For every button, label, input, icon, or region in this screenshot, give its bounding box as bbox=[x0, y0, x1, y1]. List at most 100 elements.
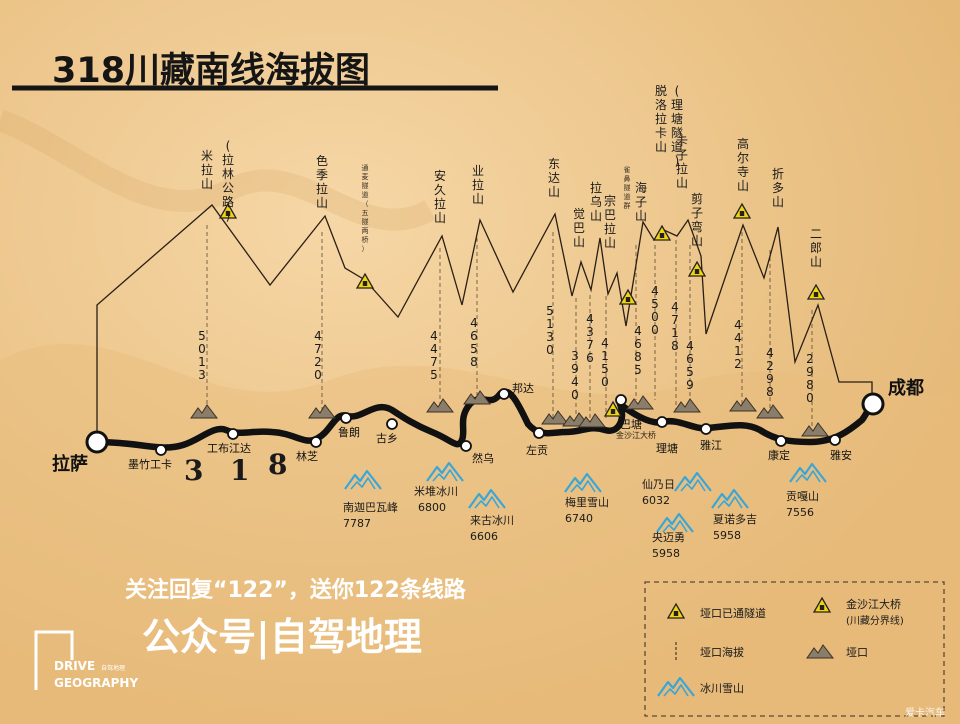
pass-altitude-char: 1 bbox=[546, 317, 554, 331]
pass-altitude-char: 4 bbox=[586, 312, 594, 326]
pass-altitude-char: 4 bbox=[470, 316, 478, 330]
city-yaan: 雅安 bbox=[829, 434, 852, 462]
pass-altitude-char: 0 bbox=[651, 310, 659, 324]
page-title: 318川藏南线海拔图 bbox=[52, 51, 370, 91]
pass-sub-char: ) bbox=[226, 209, 231, 223]
pass-altitude-char: 0 bbox=[601, 375, 609, 389]
city-kangding: 康定 bbox=[768, 435, 790, 462]
pass-altitude-char: 7 bbox=[586, 338, 594, 352]
city-gongbu: 工布江达 bbox=[207, 428, 251, 455]
pass-altitude-char: 4 bbox=[601, 336, 609, 350]
snow-peak: 夏诺多吉 5958 bbox=[710, 488, 757, 542]
city-dot bbox=[700, 423, 712, 435]
snow-peak-name: 米堆冰川 bbox=[414, 485, 458, 498]
pass-name-char: 鼻 bbox=[624, 174, 631, 183]
pass-sub-char: 隧 bbox=[671, 125, 683, 140]
pass-altitude-char: 8 bbox=[470, 355, 478, 369]
city-label: 成都 bbox=[888, 377, 924, 399]
pass-name-char: 业 bbox=[472, 164, 484, 178]
city-linzhi: 林芝 bbox=[296, 436, 322, 463]
city-dot bbox=[533, 427, 545, 439]
pass-name-char: 乌 bbox=[590, 194, 602, 209]
brand-logo: DRIVE 自驾地理 GEOGRAPHY bbox=[34, 630, 138, 690]
pass-name-char: 巴 bbox=[604, 208, 616, 222]
city-lulang: 鲁朗 bbox=[338, 412, 360, 439]
pass-altitude-char: 5 bbox=[634, 363, 642, 377]
pass-altitude-char: 4 bbox=[686, 339, 694, 353]
pass-altitude-char: 6 bbox=[470, 329, 478, 343]
pass-altitude-char: 1 bbox=[734, 344, 742, 358]
pass-altitude-char: 8 bbox=[671, 339, 679, 353]
pass-name-char: 麦 bbox=[362, 172, 369, 181]
pass-sub-char: ) bbox=[675, 154, 680, 168]
pass-name-char: 剪 bbox=[691, 191, 703, 206]
pass-name-char: 海 bbox=[635, 180, 647, 195]
pass-altitude-char: 0 bbox=[546, 343, 554, 357]
city-label: 左贡 bbox=[526, 444, 548, 457]
pass-altitude-char: 9 bbox=[766, 372, 774, 386]
city-yajiang: 雅江 bbox=[700, 423, 722, 452]
promo-line-1: 关注回复“122”，送你122条线路 bbox=[125, 577, 467, 603]
pass-name-char: 色 bbox=[316, 154, 328, 168]
snow-peak: 米堆冰川 6800 bbox=[414, 461, 465, 514]
pass-name-char: 山 bbox=[590, 209, 602, 223]
city-guxiang: 古乡 bbox=[376, 418, 398, 445]
pass-name: 折多山 bbox=[772, 166, 784, 209]
city-label: 康定 bbox=[768, 448, 790, 462]
pass-altitude-char: 4 bbox=[734, 318, 742, 332]
legend-bridge-sub: (川藏分界线) bbox=[846, 614, 904, 627]
pass-name-char: 觉 bbox=[573, 207, 585, 221]
pass-name-char: 通 bbox=[362, 163, 369, 172]
pass-sub-char: 塘 bbox=[671, 111, 683, 126]
pass-name-char: 隧 bbox=[624, 183, 631, 192]
legend-pass: 垭口 bbox=[846, 646, 868, 659]
pass-altitude-char: 5 bbox=[546, 304, 554, 318]
pass-altitude-char: 4 bbox=[734, 331, 742, 345]
city-label: 墨竹工卡 bbox=[128, 457, 172, 471]
pass-name-char: 山 bbox=[316, 196, 328, 210]
snow-peak: 来古冰川 6606 bbox=[467, 488, 514, 543]
pass-altitude-char: 7 bbox=[314, 342, 322, 356]
pass-name: 觉巴山 bbox=[573, 207, 585, 249]
city-lhasa: 拉萨 bbox=[52, 430, 109, 475]
pass-name: 拉乌山 bbox=[590, 180, 602, 223]
pass-altitude-char: 8 bbox=[806, 378, 814, 392]
snow-peak-altitude: 7556 bbox=[786, 506, 814, 519]
pass-altitude-char: 4 bbox=[671, 300, 679, 314]
snow-peak-altitude: 7787 bbox=[343, 517, 371, 530]
pass-altitude-char: 3 bbox=[586, 325, 594, 339]
pass-name-char: 拉 bbox=[472, 177, 484, 192]
pass-name-char: 道 bbox=[362, 190, 369, 199]
snow-peak-altitude: 6606 bbox=[470, 530, 498, 543]
snow-peak: 仙乃日 6032 bbox=[642, 471, 713, 507]
pass-altitude-char: 5 bbox=[470, 342, 478, 356]
pass-altitude-char: 1 bbox=[198, 355, 206, 369]
pass-guides bbox=[206, 225, 813, 428]
city-label: 雅江 bbox=[700, 438, 722, 452]
snow-peak-name: 梅里雪山 bbox=[565, 495, 609, 509]
city-dot bbox=[498, 388, 510, 400]
elevation-profile bbox=[96, 204, 873, 440]
snow-peak: 梅里雪山 6740 bbox=[563, 472, 609, 525]
legend-altitude: 垭口海拔 bbox=[700, 645, 744, 659]
pass-sub-char: ( bbox=[226, 139, 231, 153]
